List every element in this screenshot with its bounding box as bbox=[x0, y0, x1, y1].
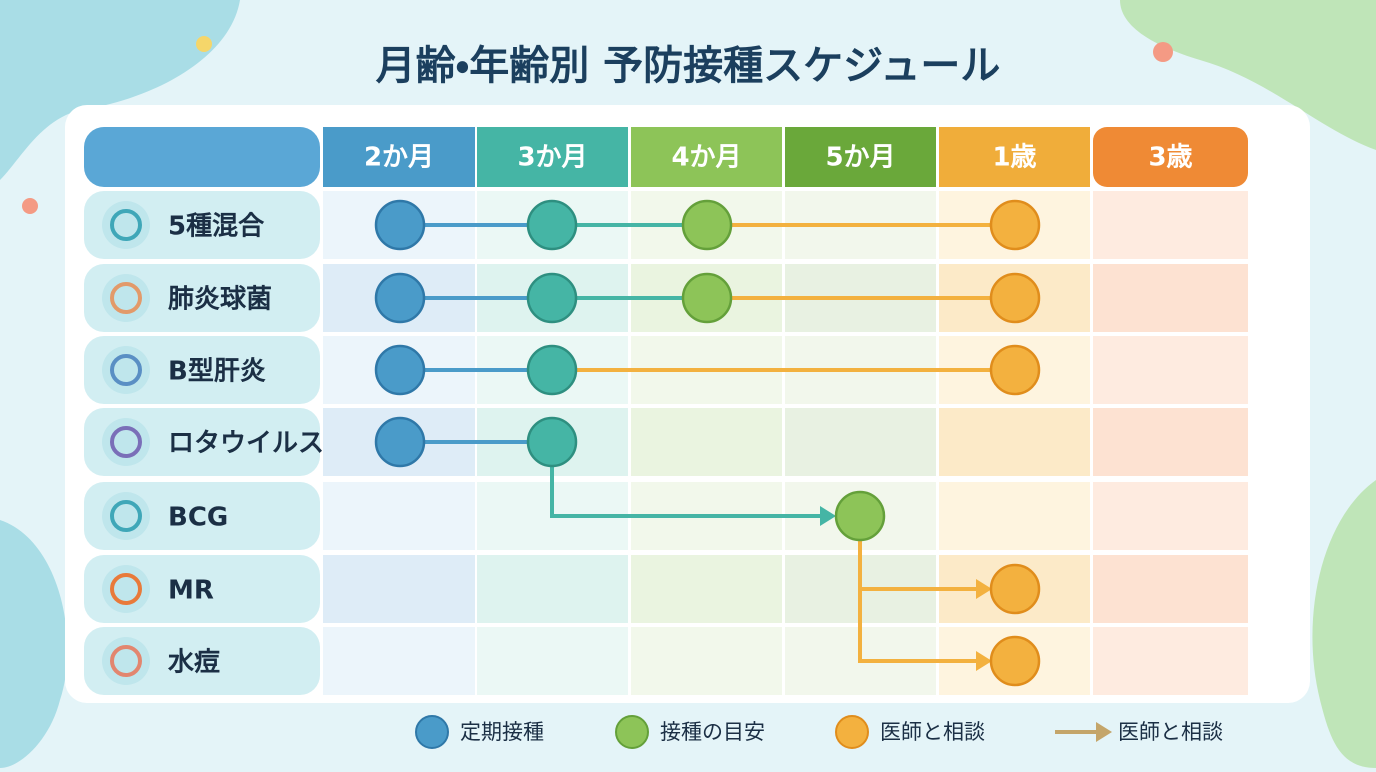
arrow bbox=[550, 466, 822, 518]
column-header bbox=[939, 127, 1090, 187]
cell bbox=[939, 408, 1090, 476]
blob bbox=[0, 520, 68, 768]
row-label: BCG bbox=[168, 503, 228, 533]
column-label: 1歳 bbox=[992, 143, 1036, 173]
row-icon bbox=[110, 645, 142, 677]
row-label: ロタウイルス bbox=[168, 429, 324, 459]
row-label-cell bbox=[84, 408, 320, 476]
row-label-cell bbox=[84, 264, 320, 332]
cell bbox=[631, 408, 782, 476]
dose-dot bbox=[526, 272, 578, 324]
cell bbox=[323, 482, 475, 550]
blob bbox=[0, 0, 240, 180]
header-corner bbox=[84, 127, 320, 187]
cell bbox=[323, 627, 475, 695]
legend-label: 医師と相談 bbox=[1118, 720, 1223, 744]
dot-deco bbox=[22, 198, 38, 214]
column-header bbox=[785, 127, 936, 187]
row-icon bbox=[110, 426, 142, 458]
cell bbox=[631, 555, 782, 623]
legend-label: 接種の目安 bbox=[660, 720, 765, 744]
cell bbox=[1093, 555, 1248, 623]
legend-swatch bbox=[415, 715, 449, 749]
arrow-head bbox=[820, 506, 836, 526]
row-icon-bg bbox=[102, 492, 150, 540]
column-header bbox=[631, 127, 782, 187]
row-label: 5種混合 bbox=[168, 212, 265, 242]
dose-dot bbox=[374, 344, 426, 396]
row-icon-bg bbox=[102, 565, 150, 613]
cell bbox=[1093, 336, 1248, 404]
column-header bbox=[323, 127, 475, 187]
cell bbox=[939, 482, 1090, 550]
legend-swatch bbox=[615, 715, 649, 749]
cell bbox=[785, 408, 936, 476]
cell bbox=[477, 555, 628, 623]
row-icon bbox=[110, 354, 142, 386]
row-label-cell bbox=[84, 627, 320, 695]
dose-dot bbox=[681, 199, 733, 251]
dose-dot bbox=[374, 416, 426, 468]
cell bbox=[631, 627, 782, 695]
dose-dot bbox=[834, 490, 886, 542]
row-icon-bg bbox=[102, 637, 150, 685]
dose-dot bbox=[989, 272, 1041, 324]
column-label: 4か月 bbox=[671, 143, 741, 173]
row-icon-bg bbox=[102, 274, 150, 322]
legend-swatch bbox=[835, 715, 869, 749]
blob bbox=[1312, 480, 1376, 768]
dose-dot bbox=[989, 563, 1041, 615]
title: 月齢・年齢別 予防接種スケジュール bbox=[376, 43, 1001, 89]
row-label: 水痘 bbox=[167, 647, 220, 678]
row-icon-bg bbox=[102, 418, 150, 466]
row-icon bbox=[110, 573, 142, 605]
cell bbox=[1093, 482, 1248, 550]
row-icon bbox=[110, 500, 142, 532]
row-icon bbox=[110, 209, 142, 241]
arrow bbox=[858, 540, 978, 663]
column-label: 2か月 bbox=[364, 143, 434, 173]
dose-dot bbox=[374, 199, 426, 251]
cell bbox=[1093, 408, 1248, 476]
dot-deco bbox=[1153, 42, 1173, 62]
arrow-head bbox=[976, 579, 992, 599]
row-label-cell bbox=[84, 555, 320, 623]
dose-dot bbox=[681, 272, 733, 324]
column-label: 3か月 bbox=[517, 143, 587, 173]
row-label-cell bbox=[84, 336, 320, 404]
cell bbox=[1093, 264, 1248, 332]
column-header bbox=[477, 127, 628, 187]
arrow-head bbox=[976, 651, 992, 671]
row-label: B型肝炎 bbox=[168, 357, 266, 387]
row-label: MR bbox=[168, 576, 214, 606]
row-label-cell bbox=[84, 191, 320, 259]
column-header bbox=[1093, 127, 1248, 187]
row-label-cell bbox=[84, 482, 320, 550]
column-label: 3歳 bbox=[1148, 143, 1192, 173]
row-icon-bg bbox=[102, 201, 150, 249]
cell bbox=[477, 627, 628, 695]
blob bbox=[1120, 0, 1376, 150]
dose-dot bbox=[526, 416, 578, 468]
cell bbox=[1093, 627, 1248, 695]
legend-label: 医師と相談 bbox=[880, 720, 985, 744]
dose-dot bbox=[526, 344, 578, 396]
column-label: 5か月 bbox=[825, 143, 895, 173]
dose-dot bbox=[989, 199, 1041, 251]
cell bbox=[1093, 191, 1248, 259]
dose-dot bbox=[526, 199, 578, 251]
cell bbox=[323, 555, 475, 623]
legend-swatch bbox=[1096, 722, 1112, 742]
dose-dot bbox=[989, 635, 1041, 687]
dot-deco bbox=[196, 36, 212, 52]
dose-dot bbox=[374, 272, 426, 324]
dose-dot bbox=[989, 344, 1041, 396]
legend-label: 定期接種 bbox=[460, 720, 544, 744]
row-icon bbox=[110, 282, 142, 314]
row-label: 肺炎球菌 bbox=[168, 285, 272, 315]
row-icon-bg bbox=[102, 346, 150, 394]
